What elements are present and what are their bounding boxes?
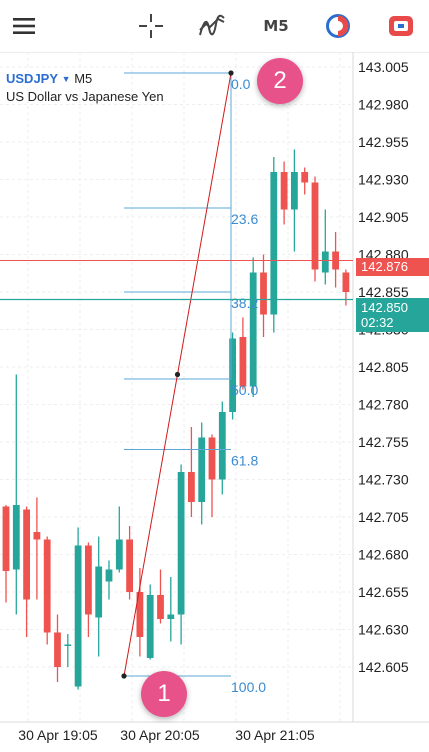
candle-body bbox=[301, 172, 309, 183]
candle-body bbox=[64, 644, 72, 646]
symbol-header: USDJPY ▼ M5 US Dollar vs Japanese Yen bbox=[6, 70, 164, 105]
candle-body bbox=[270, 172, 278, 315]
candle-body bbox=[23, 509, 30, 600]
price-tick-label: 142.855 bbox=[358, 284, 409, 300]
symbol-description: US Dollar vs Japanese Yen bbox=[6, 89, 164, 104]
fib-level-label: 61.8 bbox=[231, 453, 258, 469]
trendline[interactable] bbox=[121, 70, 234, 679]
price-tick-label: 142.805 bbox=[358, 359, 409, 375]
fib-level-label: 38.2 bbox=[231, 295, 258, 311]
indicators-wave-icon[interactable] bbox=[194, 8, 230, 44]
candle-body bbox=[43, 539, 51, 633]
candle-body bbox=[85, 545, 92, 615]
price-tick-label: 142.930 bbox=[358, 172, 409, 188]
price-tick-label: 142.780 bbox=[358, 397, 409, 413]
candle-countdown: 02:32 bbox=[361, 315, 394, 330]
point-marker-1[interactable]: 1 bbox=[141, 671, 187, 717]
candle-body bbox=[12, 505, 20, 570]
candle-body bbox=[105, 569, 113, 582]
candle-body bbox=[321, 251, 329, 273]
candle-body bbox=[95, 566, 103, 618]
trendline-anchor bbox=[121, 673, 127, 679]
price-tick-label: 142.605 bbox=[358, 659, 409, 675]
trade-toggle-icon[interactable] bbox=[383, 8, 419, 44]
candle-body bbox=[177, 472, 185, 615]
time-tick-label: 30 Apr 21:05 bbox=[235, 727, 315, 743]
price-tick-label: 142.730 bbox=[358, 472, 409, 488]
price-tick-label: 142.755 bbox=[358, 434, 409, 450]
candle-body bbox=[229, 338, 236, 412]
fibonacci-retracement[interactable]: 0.0 23.6 38.2 50.0 61.8 100.0 bbox=[124, 72, 266, 695]
candle-body bbox=[74, 545, 82, 687]
candle-body bbox=[311, 182, 319, 270]
crosshair-icon[interactable] bbox=[133, 8, 169, 44]
header-timeframe: M5 bbox=[74, 71, 93, 86]
time-axis: 30 Apr 19:05 30 Apr 20:05 30 Apr 21:05 bbox=[18, 727, 315, 743]
price-tick-label: 142.905 bbox=[358, 209, 409, 225]
price-chart[interactable]: 143.005 142.980 142.955 142.930 142.905 142.8… bbox=[0, 52, 429, 752]
fib-level-label: 23.6 bbox=[231, 211, 258, 227]
price-tick-label: 142.705 bbox=[358, 509, 409, 525]
candle-body bbox=[188, 472, 195, 502]
price-axis: 143.005 142.980 142.955 142.930 142.905 142.8… bbox=[358, 59, 409, 675]
fib-level-label: 0.0 bbox=[231, 76, 251, 92]
point-marker-2[interactable]: 2 bbox=[257, 58, 303, 104]
candle-body bbox=[126, 539, 133, 592]
trendline-anchor bbox=[228, 70, 234, 76]
candle-body bbox=[239, 337, 247, 387]
price-tick-label: 142.680 bbox=[358, 547, 409, 563]
candle-body bbox=[280, 172, 288, 210]
timeframe-button[interactable]: M5 bbox=[263, 17, 289, 35]
fib-level-label: 50.0 bbox=[231, 382, 258, 398]
candle-body bbox=[146, 595, 154, 658]
candle-body bbox=[167, 614, 175, 619]
fib-level-label: 100.0 bbox=[231, 679, 266, 695]
candle-body bbox=[33, 532, 41, 540]
price-tick-label: 142.655 bbox=[358, 584, 409, 600]
symbol-dropdown-icon[interactable]: ▼ bbox=[61, 74, 71, 84]
candle-body bbox=[218, 412, 226, 480]
symbol-name[interactable]: USDJPY bbox=[6, 71, 59, 86]
candle-body bbox=[54, 632, 61, 667]
candle-body bbox=[249, 272, 257, 387]
candle-body bbox=[157, 595, 164, 619]
hamburger-menu-icon[interactable] bbox=[6, 8, 42, 44]
price-tick-label: 142.980 bbox=[358, 97, 409, 113]
price-tick-label: 142.630 bbox=[358, 622, 409, 638]
ask-price-tag: 142.850 02:32 bbox=[356, 298, 429, 332]
pie-chart-icon[interactable] bbox=[320, 8, 356, 44]
chart-toolbar: M5 bbox=[0, 0, 429, 53]
ask-price: 142.850 bbox=[361, 300, 408, 315]
bid-price-tag: 142.876 bbox=[356, 258, 429, 276]
candle-body bbox=[291, 172, 298, 210]
candle-body bbox=[208, 437, 216, 480]
price-tick-label: 142.955 bbox=[358, 134, 409, 150]
time-tick-label: 30 Apr 20:05 bbox=[120, 727, 200, 743]
bid-price: 142.876 bbox=[361, 259, 408, 274]
candlesticks bbox=[2, 149, 350, 690]
candle-body bbox=[2, 506, 10, 571]
candle-body bbox=[198, 437, 206, 502]
trendline-midpoint bbox=[174, 371, 181, 378]
candle-body bbox=[342, 272, 350, 292]
time-tick-label: 30 Apr 19:05 bbox=[18, 727, 98, 743]
candle-body bbox=[136, 592, 144, 637]
price-tick-label: 143.005 bbox=[358, 59, 409, 75]
candle-body bbox=[260, 272, 267, 315]
price-lines bbox=[0, 260, 353, 301]
candle-body bbox=[115, 539, 123, 570]
